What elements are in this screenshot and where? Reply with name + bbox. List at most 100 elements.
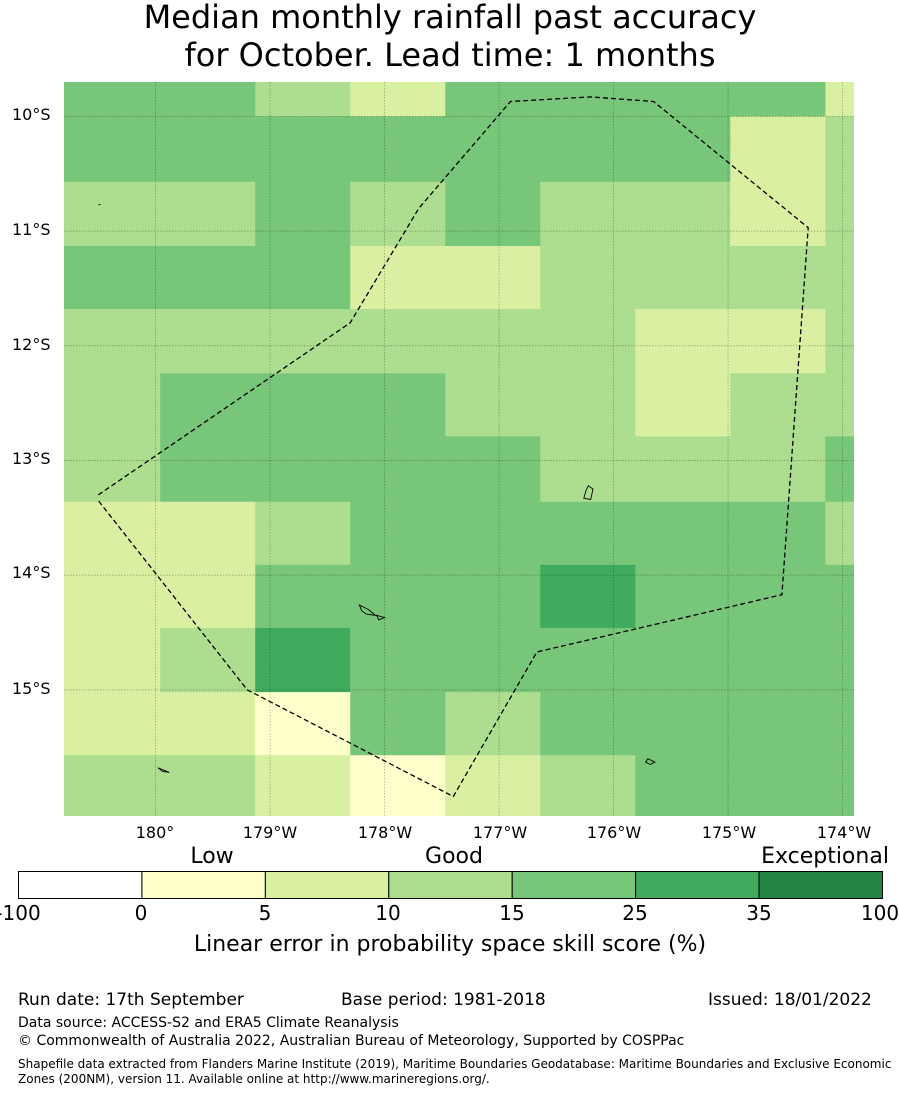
colorbar-tick: -100 (0, 901, 41, 925)
skill-cell (64, 82, 161, 118)
copyright: © Commonwealth of Australia 2022, Austra… (18, 1033, 685, 1049)
skill-cell (64, 116, 161, 183)
skill-cell (255, 373, 351, 437)
lat-label-14s: 14°S (12, 563, 51, 582)
skill-cell (445, 436, 541, 503)
skill-cell (825, 246, 854, 310)
skill-cell (540, 501, 636, 566)
skill-cell (160, 373, 256, 437)
colorbar-swatch (635, 871, 760, 899)
skill-cell (540, 246, 636, 310)
run-date: Run date: 17th September (18, 990, 244, 1010)
colorbar-label: Linear error in probability space skill … (193, 932, 707, 957)
skill-cell (825, 82, 854, 118)
skill-cell (160, 755, 256, 816)
lat-label-11s: 11°S (12, 220, 51, 239)
skill-cell (64, 373, 161, 437)
skill-cell (160, 692, 256, 756)
skill-cell (730, 627, 826, 693)
skill-cell (730, 309, 826, 374)
skill-cell (540, 309, 636, 374)
lat-label-12s: 12°S (12, 335, 51, 354)
skill-cell (445, 181, 541, 247)
skill-cell (64, 309, 161, 374)
skill-cell (350, 692, 446, 756)
skill-cell (540, 692, 636, 756)
skill-cell (825, 436, 854, 503)
skill-cell (160, 181, 256, 247)
skill-cell (540, 181, 636, 247)
colorbar-swatch (141, 871, 266, 899)
skill-cell (64, 246, 161, 310)
skill-cell (160, 116, 256, 183)
skill-cell (255, 246, 351, 310)
skill-cell (445, 564, 541, 629)
category-low: Low (190, 844, 234, 869)
skill-cell (64, 501, 161, 566)
skill-cell (540, 373, 636, 437)
skill-cell (160, 246, 256, 310)
skill-cell (730, 501, 826, 566)
skill-cell (64, 692, 161, 756)
skill-cell (445, 246, 541, 310)
skill-cell (350, 755, 446, 816)
skill-cell (635, 755, 731, 816)
skill-cell (64, 181, 161, 247)
skill-cell (350, 309, 446, 374)
skill-cell (825, 309, 854, 374)
colorbar (18, 871, 883, 899)
skill-cell (635, 373, 731, 437)
skill-cell (730, 246, 826, 310)
skill-cell (255, 82, 351, 118)
skill-cell (350, 436, 446, 503)
skill-cell (160, 436, 256, 503)
skill-cell (635, 692, 731, 756)
skill-cell (825, 181, 854, 247)
skill-cell (730, 755, 826, 816)
skill-cell (635, 501, 731, 566)
skill-cell (730, 692, 826, 756)
skill-cell (635, 627, 731, 693)
colorbar-swatch (388, 871, 513, 899)
skill-cell (730, 116, 826, 183)
map-title: Median monthly rainfall past accuracy fo… (0, 0, 900, 74)
skill-cell (825, 755, 854, 816)
skill-cell (540, 755, 636, 816)
skill-cell (825, 692, 854, 756)
lat-label-10s: 10°S (12, 105, 51, 124)
lon-label-180: 180° (135, 823, 175, 842)
colorbar-tick: 25 (622, 901, 648, 925)
skill-cell (160, 501, 256, 566)
skill-cell (445, 627, 541, 693)
colorbar-tick: 5 (258, 901, 272, 925)
colorbar-swatch (511, 871, 637, 899)
colorbar-swatch (264, 871, 390, 899)
data-source: Data source: ACCESS-S2 and ERA5 Climate … (18, 1015, 399, 1031)
skill-cell (635, 436, 731, 503)
island-outline (583, 485, 594, 501)
lon-label-176w: 176°W (586, 823, 642, 842)
skill-cell (445, 116, 541, 183)
skill-cell (635, 309, 731, 374)
island-outline (358, 604, 377, 616)
skill-cell (64, 564, 161, 629)
skill-cell (445, 755, 541, 816)
shapefile-credit: Shapefile data extracted from Flanders M… (18, 1057, 892, 1086)
skill-cell (540, 116, 636, 183)
skill-cell (350, 501, 446, 566)
skill-cell (635, 116, 731, 183)
skill-cell (255, 627, 351, 693)
skill-map (64, 82, 854, 816)
category-exceptional: Exceptional (761, 844, 889, 869)
lat-label-15s: 15°S (12, 679, 51, 698)
colorbar-tick: 100 (860, 901, 900, 925)
skill-cell (160, 564, 256, 629)
skill-cell (445, 501, 541, 566)
colorbar-tick: 15 (499, 901, 525, 925)
skill-cell (160, 82, 256, 118)
island-outline (375, 614, 386, 621)
skill-cell (730, 82, 826, 118)
skill-cell (160, 309, 256, 374)
map-panel (64, 82, 854, 816)
skill-cell (635, 246, 731, 310)
